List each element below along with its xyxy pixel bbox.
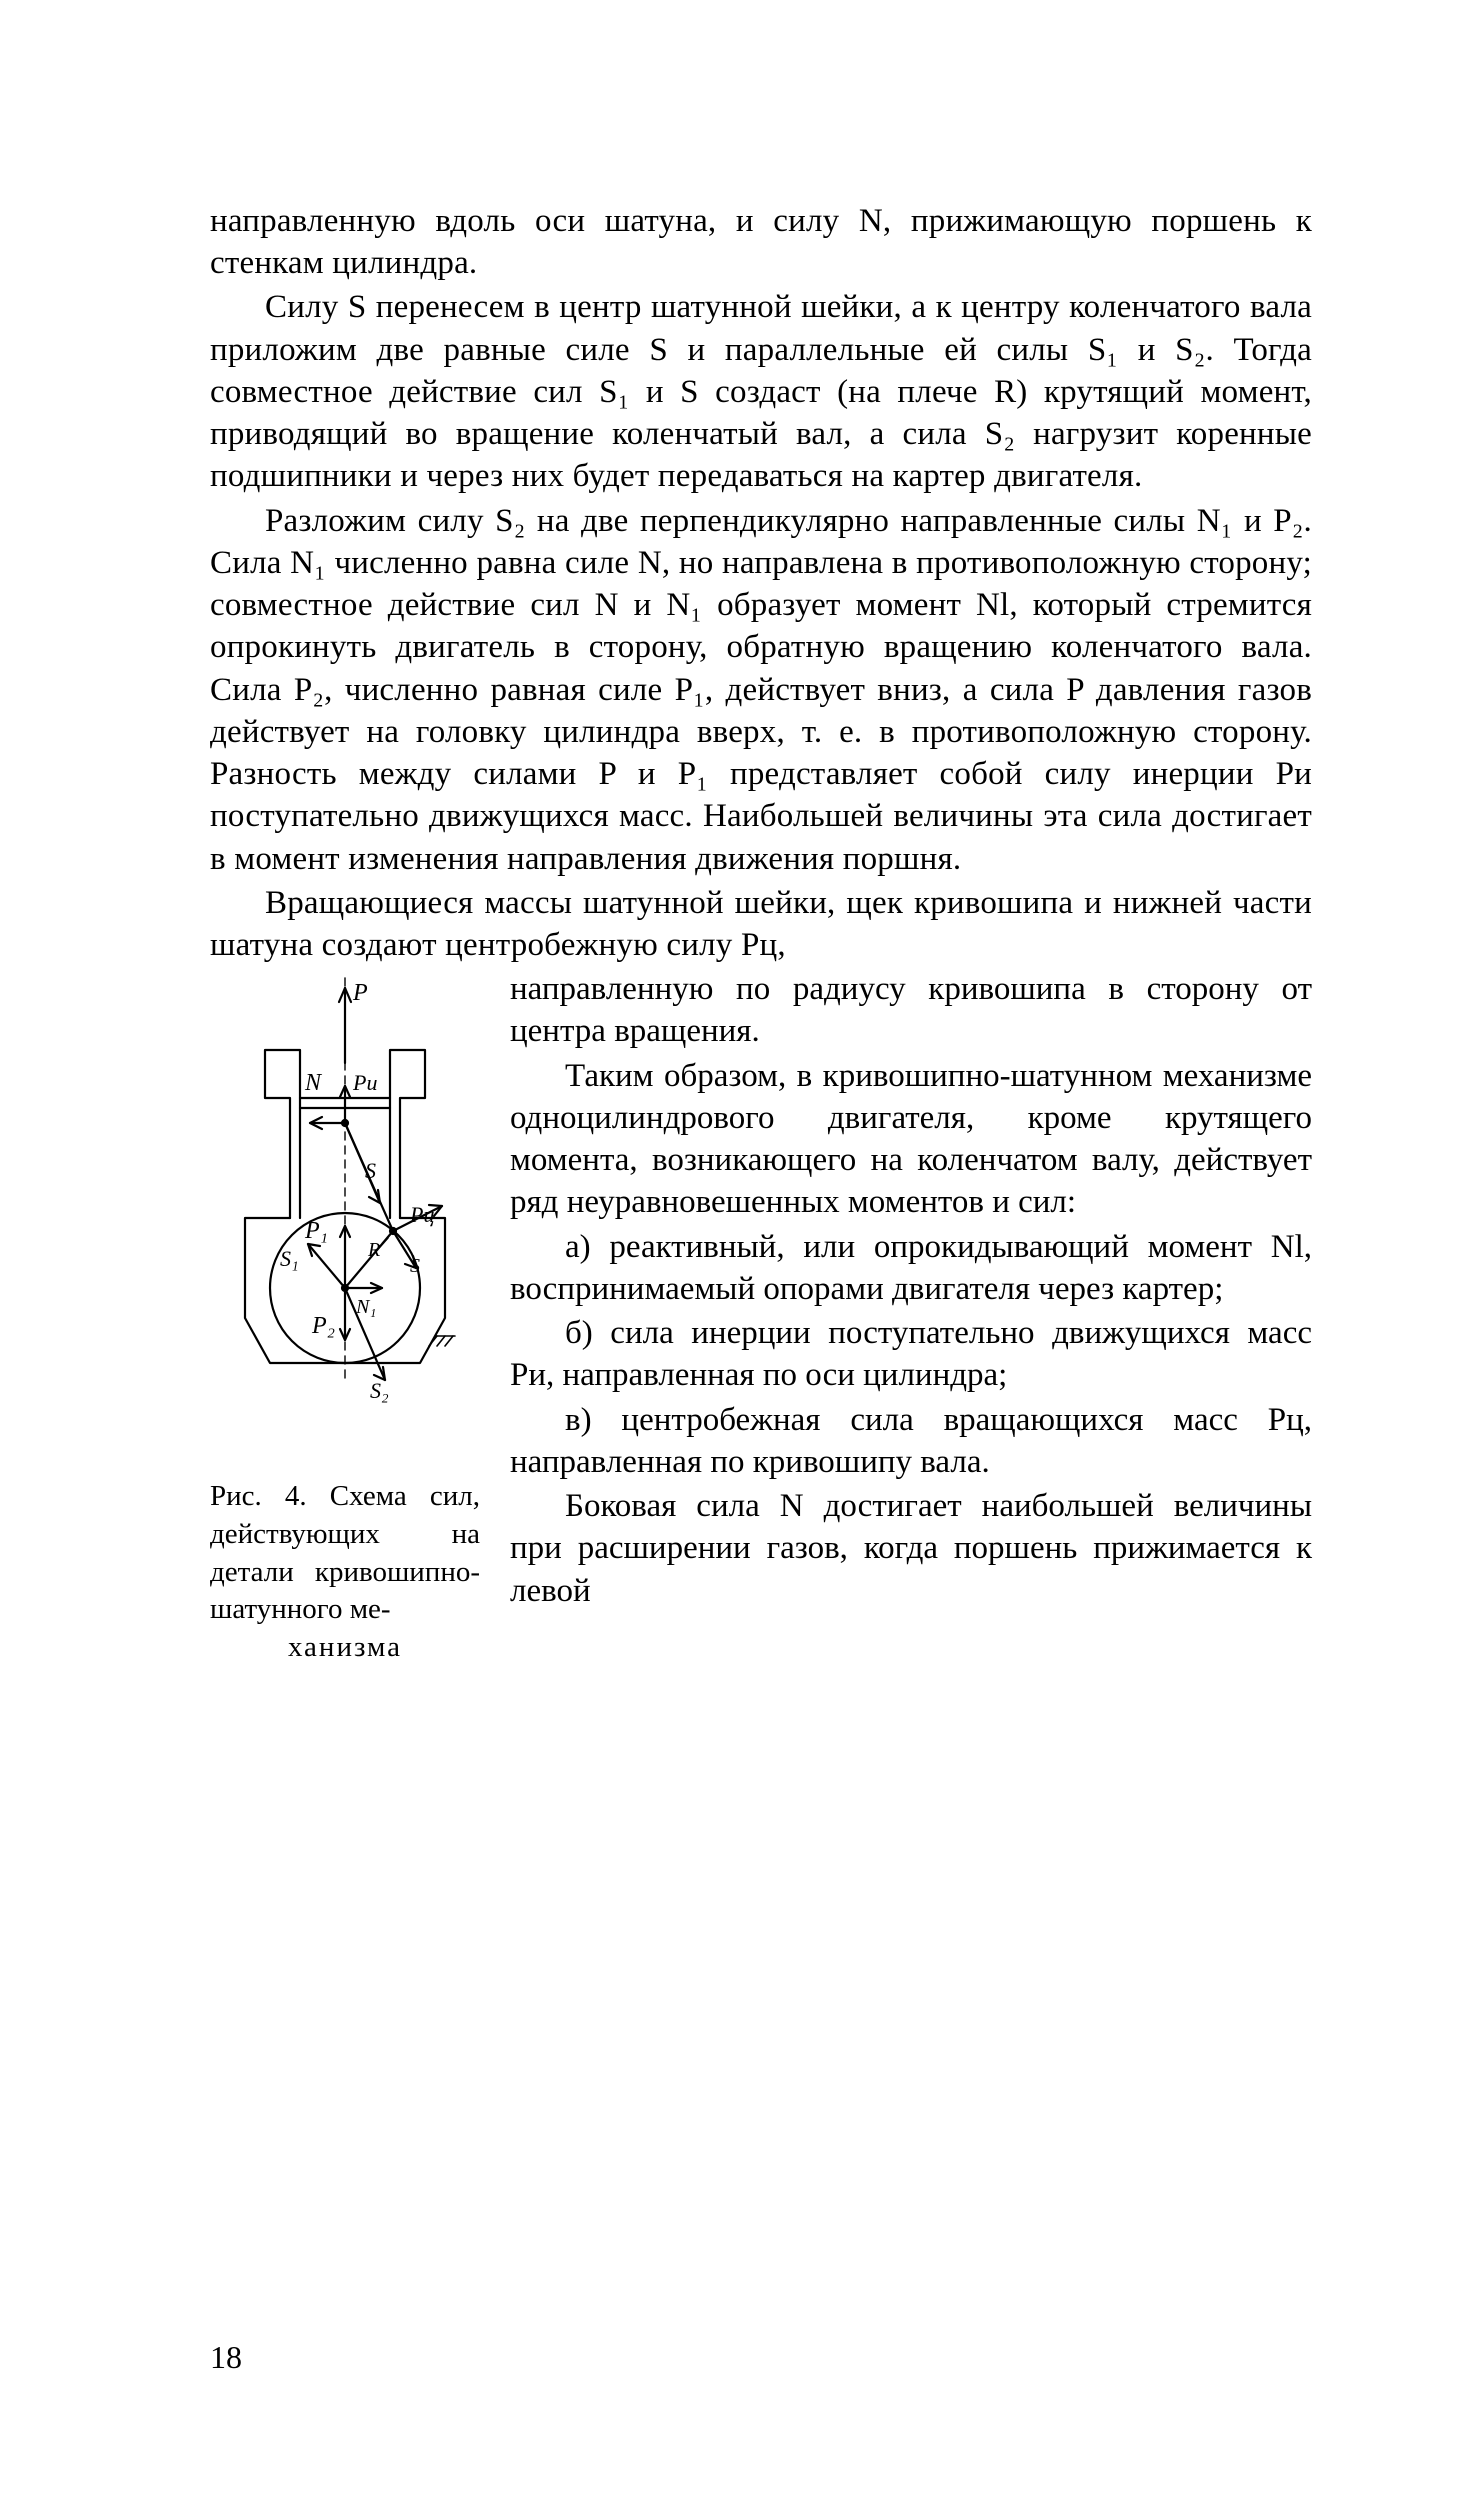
- label-R: R: [367, 1239, 380, 1261]
- paragraph-5: Таким образом, в кривошипно-шатунном мех…: [510, 1055, 1312, 1224]
- paragraph-4: Вращающиеся массы шатунной шейки, щек кр…: [210, 882, 1312, 966]
- paragraph-1: направленную вдоль оси шатуна, и силу N,…: [210, 200, 1312, 284]
- crank-mechanism-diagram: P N Pи S P₁ S₁ Pц R S P₂ N₁ S₂: [210, 968, 480, 1448]
- page: направленную вдоль оси шатуна, и силу N,…: [0, 0, 1472, 2496]
- paragraph-3: Разложим силу S₂ на две перпендикулярно …: [210, 500, 1312, 880]
- label-N1: N₁: [355, 1296, 376, 1318]
- figure-caption: Рис. 4. Схема сил, действующих на детали…: [210, 1478, 480, 1666]
- label-S: S: [365, 1158, 376, 1183]
- label-Ss: S: [410, 1255, 420, 1277]
- paragraph-a: а) реактивный, или опрокидывающий момент…: [510, 1226, 1312, 1310]
- page-number: 18: [210, 2339, 242, 2376]
- body-text-block: направленную вдоль оси шатуна, и силу N,…: [210, 200, 1312, 966]
- label-S1: S₁: [280, 1246, 299, 1271]
- label-N: N: [304, 1070, 323, 1096]
- figure-column: P N Pи S P₁ S₁ Pц R S P₂ N₁ S₂ Рис. 4. С…: [210, 968, 510, 1666]
- label-S2: S₂: [370, 1378, 389, 1403]
- paragraph-2: Силу S перенесем в центр шатунной шейки,…: [210, 286, 1312, 497]
- label-Pi: Pи: [352, 1070, 377, 1095]
- paragraph-b: б) сила инерции поступательно движущихся…: [510, 1312, 1312, 1396]
- label-P2: P₂: [311, 1313, 335, 1339]
- paragraph-5a: направленную по радиусу кривошипа в стор…: [510, 968, 1312, 1052]
- figure-and-text-row: P N Pи S P₁ S₁ Pц R S P₂ N₁ S₂ Рис. 4. С…: [210, 968, 1312, 1666]
- label-P: P: [352, 980, 368, 1006]
- figure-caption-last: ханизма: [210, 1629, 480, 1667]
- paragraph-c: в) центробежная сила вращающихся масс Pц…: [510, 1399, 1312, 1483]
- figure-caption-main: Рис. 4. Схема сил, действующих на детали…: [210, 1480, 480, 1625]
- label-P1: P₁: [304, 1218, 328, 1244]
- label-Pc: Pц: [409, 1202, 434, 1227]
- right-text-column: направленную по радиусу кривошипа в стор…: [510, 968, 1312, 1666]
- paragraph-6: Боковая сила N достигает наибольшей вели…: [510, 1485, 1312, 1612]
